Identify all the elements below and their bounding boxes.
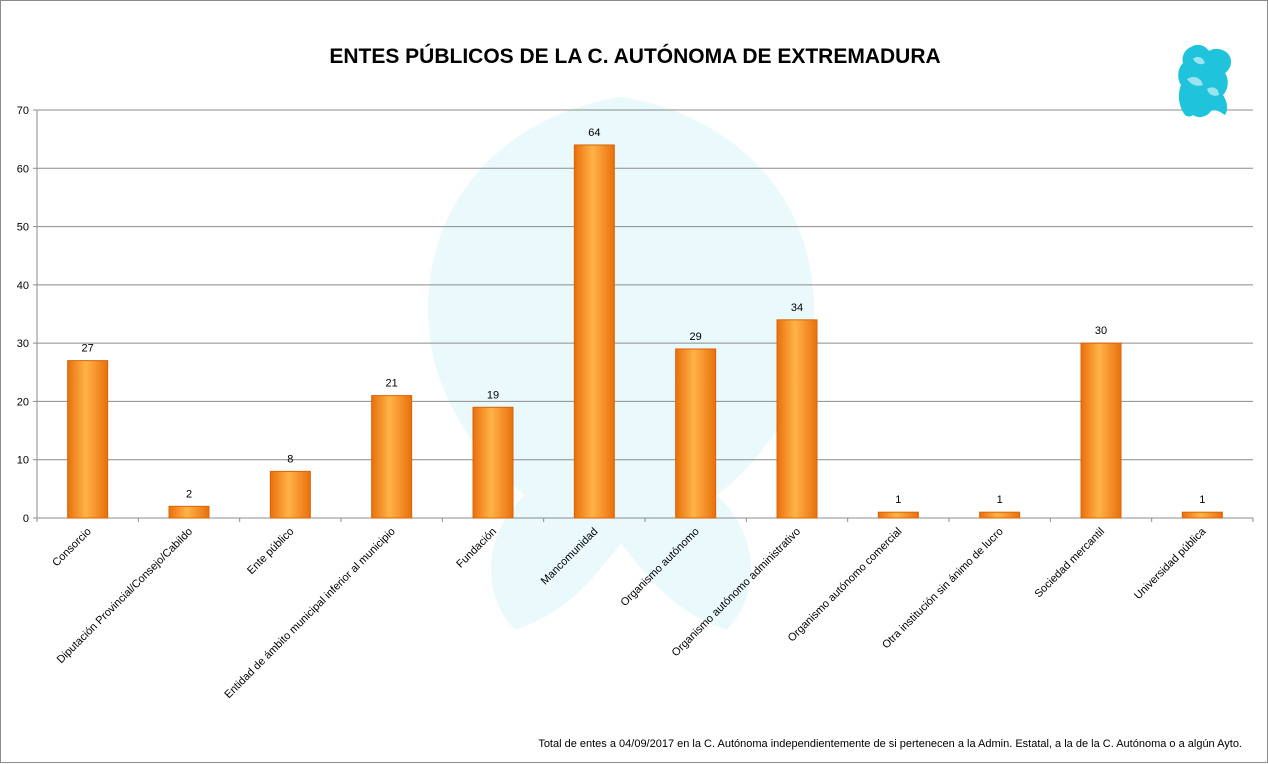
x-category-label: Ente público (245, 526, 296, 577)
bar (168, 505, 210, 519)
bar-value-label: 21 (386, 378, 398, 390)
bar (573, 144, 615, 519)
x-category-label: Sociedad mercantil (1032, 526, 1107, 601)
bar-value-label: 27 (82, 343, 94, 355)
bar (675, 348, 717, 519)
bar-value-label: 1 (1199, 494, 1205, 506)
bar-value-label: 30 (1095, 325, 1107, 337)
x-category-label: Mancomunidad (539, 526, 601, 588)
bar-value-label: 29 (690, 331, 702, 343)
y-tick-label: 60 (17, 163, 29, 175)
bar (371, 395, 413, 519)
bar (1181, 511, 1223, 519)
x-category-label: Consorcio (50, 526, 94, 570)
bar-value-label: 1 (997, 494, 1003, 506)
footnote: Total de entes a 04/09/2017 en la C. Aut… (538, 738, 1242, 750)
y-tick-label: 40 (17, 280, 29, 292)
x-category-label: Entidad de ámbito municipal inferior al … (222, 526, 397, 701)
bar (877, 511, 919, 519)
x-category-label: Fundación (454, 526, 499, 571)
y-tick-label: 50 (17, 222, 29, 234)
y-tick-label: 20 (17, 396, 29, 408)
x-category-label: Organismo autónomo comercial (786, 526, 905, 645)
x-category-label: Otra institución sin ánimo de lucro (880, 526, 1006, 652)
bar (1080, 342, 1122, 519)
bar (979, 511, 1021, 519)
y-tick-label: 0 (23, 513, 29, 525)
bar-value-label: 8 (287, 453, 293, 465)
chart-title: ENTES PÚBLICOS DE LA C. AUTÓNOMA DE EXTR… (329, 45, 941, 68)
bar (776, 319, 818, 519)
bar-value-label: 1 (895, 494, 901, 506)
x-category-label: Organismo autónomo (619, 526, 702, 609)
y-tick-label: 70 (17, 105, 29, 117)
y-tick-label: 10 (17, 455, 29, 467)
bar-value-label: 2 (186, 488, 192, 500)
griffin-logo-icon (1178, 44, 1232, 118)
bar-value-label: 64 (588, 127, 600, 139)
y-tick-label: 30 (17, 338, 29, 350)
bar (472, 406, 514, 519)
bar (67, 360, 109, 519)
bar-value-label: 34 (791, 302, 803, 314)
bar (269, 470, 311, 519)
bar-value-label: 19 (487, 389, 499, 401)
eagle-watermark-icon (427, 97, 815, 630)
x-category-label: Universidad pública (1132, 525, 1209, 602)
